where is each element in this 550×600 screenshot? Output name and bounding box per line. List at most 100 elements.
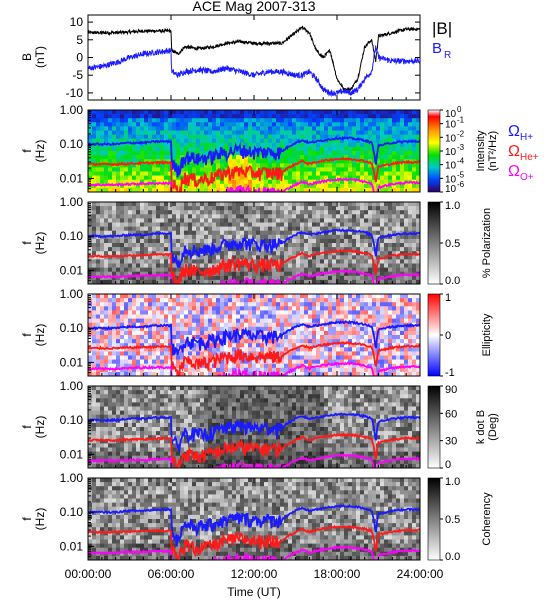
heatmap-cell xyxy=(188,302,193,307)
heatmap-cell xyxy=(324,247,329,252)
heatmap-cell xyxy=(180,310,185,315)
heatmap-cell xyxy=(132,279,137,284)
heatmap-cell xyxy=(108,167,113,172)
heatmap-cell xyxy=(100,171,105,176)
heatmap-cell xyxy=(280,347,285,352)
heatmap-cell xyxy=(180,187,185,192)
heatmap-cell xyxy=(396,234,401,240)
heatmap-cell xyxy=(324,159,329,164)
heatmap-cell xyxy=(416,179,420,185)
heatmap-cell xyxy=(160,134,165,139)
heatmap-cell xyxy=(300,126,305,131)
heatmap-cell xyxy=(192,367,197,373)
heatmap-cell xyxy=(328,202,333,207)
heatmap-cell xyxy=(380,226,385,231)
heatmap-cell xyxy=(264,183,269,189)
heatmap-cell xyxy=(184,294,189,299)
heatmap-cell xyxy=(360,279,365,284)
heatmap-cell xyxy=(196,335,201,340)
heatmap-cell xyxy=(100,118,105,123)
heatmap-cell xyxy=(344,330,349,336)
heatmap-cell xyxy=(192,226,197,231)
heatmap-cell xyxy=(224,234,229,240)
heatmap-cell xyxy=(240,183,245,189)
heatmap-cell xyxy=(348,142,353,148)
heatmap-cell xyxy=(348,110,353,115)
heatmap-cell xyxy=(124,247,129,252)
heatmap-cell xyxy=(296,347,301,352)
heatmap-cell xyxy=(132,310,137,315)
heatmap-cell xyxy=(380,314,385,319)
heatmap-cell xyxy=(96,363,101,369)
heatmap-cell xyxy=(352,359,357,364)
heatmap-cell xyxy=(128,126,133,131)
heatmap-cell xyxy=(272,142,277,148)
heatmap-cell xyxy=(124,306,129,311)
heatmap-cell xyxy=(408,263,413,268)
heatmap-cell xyxy=(388,363,393,369)
heatmap-cell xyxy=(172,214,177,219)
heatmap-cell xyxy=(196,238,201,244)
heatmap-cell xyxy=(96,167,101,172)
heatmap-cell xyxy=(116,247,121,252)
heatmap-cell xyxy=(380,259,385,264)
heatmap-cell xyxy=(152,310,157,315)
heatmap-cell xyxy=(288,243,293,248)
heatmap-cell xyxy=(408,110,413,115)
heatmap-cell xyxy=(136,347,141,352)
heatmap-cell xyxy=(248,122,253,127)
heatmap-cell xyxy=(96,318,101,323)
heatmap-cell xyxy=(196,110,201,115)
heatmap-cell xyxy=(208,339,213,344)
heatmap-cell xyxy=(264,318,269,323)
heatmap-cell xyxy=(252,318,257,323)
heatmap-cell xyxy=(348,179,353,185)
heatmap-cell xyxy=(384,222,389,227)
heatmap-cell xyxy=(292,279,297,284)
heatmap-cell xyxy=(136,110,141,115)
heatmap-cell xyxy=(88,314,93,319)
heatmap-cell xyxy=(140,118,145,123)
heatmap-cell xyxy=(196,130,201,135)
heatmap-cell xyxy=(144,171,149,176)
heatmap-cell xyxy=(284,318,289,323)
heatmap-cell xyxy=(320,351,325,356)
heatmap-cell xyxy=(104,306,109,311)
heatmap-cell xyxy=(196,226,201,231)
heatmap-cell xyxy=(340,206,345,211)
heatmap-cell xyxy=(176,206,181,211)
heatmap-cell xyxy=(368,218,373,223)
heatmap-cell xyxy=(416,126,420,131)
heatmap-cell xyxy=(160,163,165,168)
heatmap-cell xyxy=(384,179,389,185)
heatmap-cell xyxy=(316,146,321,152)
heatmap-cell xyxy=(100,126,105,131)
heatmap-cell xyxy=(256,310,261,315)
heatmap-cell xyxy=(156,175,161,180)
heatmap-cell xyxy=(336,179,341,185)
heatmap-cell xyxy=(360,326,365,332)
heatmap-cell xyxy=(344,326,349,332)
heatmap-cell xyxy=(160,206,165,211)
heatmap-cell xyxy=(176,363,181,369)
heatmap-cell xyxy=(292,226,297,231)
heatmap-cell xyxy=(100,267,105,272)
heatmap-cell xyxy=(124,163,129,168)
heatmap-cell xyxy=(360,259,365,264)
heatmap-cell xyxy=(244,251,249,256)
heatmap-cell xyxy=(320,218,325,223)
heatmap-cell xyxy=(416,243,420,248)
heatmap-cell xyxy=(128,187,133,192)
heatmap-cell xyxy=(112,226,117,231)
heatmap-cell xyxy=(88,110,93,115)
heatmap-cell xyxy=(128,122,133,127)
heatmap-cell xyxy=(352,138,357,144)
heatmap-cell xyxy=(116,159,121,164)
heatmap-cell xyxy=(340,222,345,227)
heatmap-cell xyxy=(168,126,173,131)
heatmap-cell xyxy=(312,330,317,336)
heatmap-cell xyxy=(308,339,313,344)
heatmap-cell xyxy=(264,122,269,127)
heatmap-cell xyxy=(304,318,309,323)
heatmap-cell xyxy=(212,230,217,236)
